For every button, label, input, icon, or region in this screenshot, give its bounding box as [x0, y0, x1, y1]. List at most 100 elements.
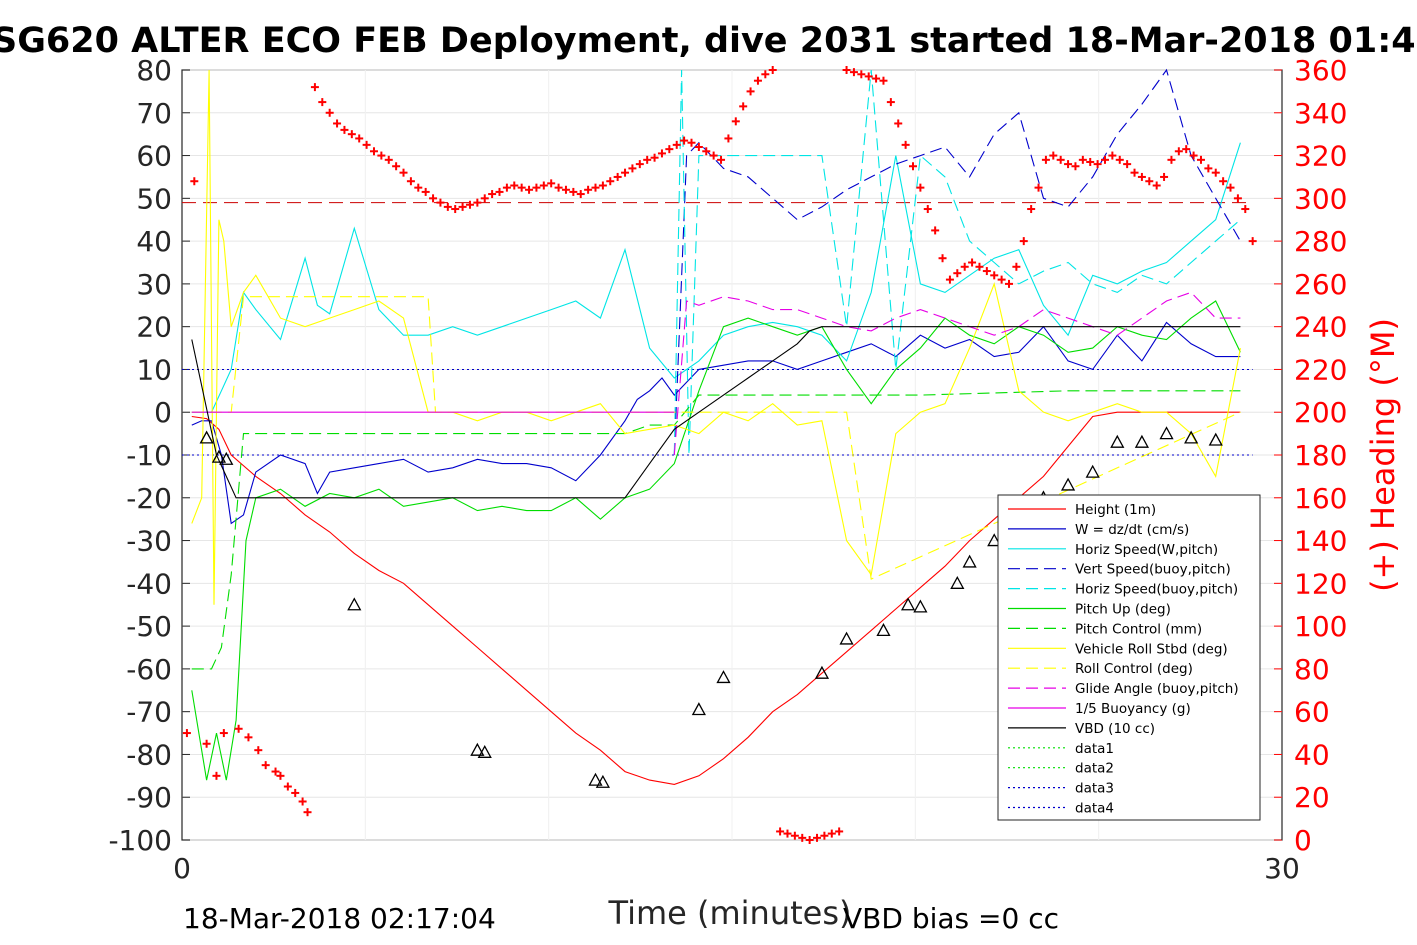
triangle-marker	[950, 575, 965, 589]
heading-point	[790, 831, 799, 840]
heading-point	[665, 145, 674, 154]
heading-point	[1241, 205, 1250, 214]
heading-point	[1226, 183, 1235, 192]
y-tick-label: 20	[136, 311, 172, 344]
heading-point	[384, 155, 393, 164]
heading-point	[1196, 155, 1205, 164]
legend-label: Vehicle Roll Stbd (deg)	[1075, 641, 1228, 657]
y-right-tick-label: 80	[1294, 653, 1330, 686]
heading-point	[1019, 237, 1028, 246]
heading-point	[717, 155, 726, 164]
heading-point	[886, 98, 895, 107]
heading-point	[1093, 160, 1102, 169]
triangle-marker	[1159, 426, 1174, 440]
heading-point	[709, 151, 718, 160]
y-tick-label: -80	[126, 738, 172, 771]
heading-point	[1152, 181, 1161, 190]
heading-point	[1056, 155, 1065, 164]
y-right-tick-label: 340	[1294, 97, 1347, 130]
heading-point	[1115, 155, 1124, 164]
heading-point	[362, 140, 371, 149]
triangle-marker	[691, 702, 706, 716]
heading-point	[687, 138, 696, 147]
heading-point	[1049, 151, 1058, 160]
legend-label: Vert Speed(buoy,pitch)	[1075, 562, 1231, 578]
heading-point	[1100, 155, 1109, 164]
heading-point	[894, 119, 903, 128]
series-line-5	[191, 300, 1241, 781]
heading-point	[480, 194, 489, 203]
heading-point	[650, 153, 659, 162]
legend-label: Glide Angle (buoy,pitch)	[1075, 681, 1239, 697]
series-line-7	[191, 69, 1241, 605]
heading-point	[1078, 155, 1087, 164]
heading-point	[502, 183, 511, 192]
heading-point	[746, 87, 755, 96]
heading-point	[1012, 262, 1021, 271]
y-axis-left: 80 70 60 50 40 30 20 10 0 -10 -20 -30 -40 -50 -60 -70 -8…	[108, 54, 190, 857]
heading-point	[990, 271, 999, 280]
triangle-marker	[876, 623, 891, 637]
legend-label: Horiz Speed(W,pitch)	[1075, 542, 1218, 558]
x-tick-label: 0	[173, 852, 191, 885]
heading-point	[1160, 172, 1169, 181]
heading-point	[842, 66, 851, 74]
y-right-tick-label: 0	[1294, 824, 1312, 857]
heading-point	[606, 177, 615, 186]
heading-point	[392, 162, 401, 171]
legend-label: data3	[1075, 781, 1114, 797]
y-tick-label: -30	[126, 525, 172, 558]
triangle-marker	[987, 533, 1002, 547]
series-line-6	[191, 390, 1241, 670]
heading-point	[473, 198, 482, 207]
y-right-tick-label: 40	[1294, 738, 1330, 771]
legend-label: Height (1m)	[1075, 502, 1156, 518]
heading-point	[982, 267, 991, 276]
heading-point	[783, 829, 792, 838]
legend-entry: Height (1m)	[1008, 502, 1156, 518]
heading-point	[525, 185, 534, 194]
triangle-marker	[1060, 477, 1076, 491]
y-tick-label: 0	[154, 396, 172, 429]
legend-entry: data3	[1008, 781, 1114, 797]
y-tick-label: 60	[136, 140, 172, 173]
heading-point	[495, 187, 504, 196]
series-line-4	[673, 69, 1241, 456]
heading-point	[1189, 151, 1198, 160]
heading-point	[1145, 177, 1154, 186]
heading-point	[672, 140, 681, 149]
heading-point	[621, 168, 630, 177]
heading-point	[1123, 160, 1132, 169]
y-axis-right-label: (+) Heading (°M)	[1364, 318, 1402, 592]
heading-point	[532, 183, 541, 192]
heading-point	[547, 179, 556, 188]
heading-point	[680, 136, 689, 145]
heading-point	[909, 162, 918, 171]
heading-point	[1219, 177, 1228, 186]
heading-point	[576, 190, 585, 199]
heading-point	[1004, 279, 1013, 288]
heading-point	[938, 254, 947, 263]
series-line-11	[191, 326, 1241, 499]
heading-point	[458, 202, 467, 211]
heading-point	[975, 262, 984, 271]
y-right-tick-label: 120	[1294, 567, 1347, 600]
heading-point	[310, 83, 319, 92]
heading-point	[283, 782, 292, 791]
heading-point	[598, 181, 607, 190]
heading-point	[931, 226, 940, 235]
heading-point	[291, 788, 300, 797]
heading-point	[960, 262, 969, 271]
heading-point	[613, 172, 622, 181]
heading-point	[539, 181, 548, 190]
legend-entry: Vehicle Roll Stbd (deg)	[1008, 641, 1228, 657]
heading-point	[219, 729, 228, 738]
y-right-tick-label: 300	[1294, 182, 1347, 215]
heading-point	[997, 275, 1006, 284]
legend-entry: Pitch Control (mm)	[1008, 621, 1202, 637]
heading-point	[414, 183, 423, 192]
heading-point	[569, 187, 578, 196]
triangle-marker	[477, 744, 492, 758]
chart-title: SG620 ALTER ECO FEB Deployment, dive 203…	[0, 21, 1417, 61]
heading-point	[451, 205, 460, 214]
